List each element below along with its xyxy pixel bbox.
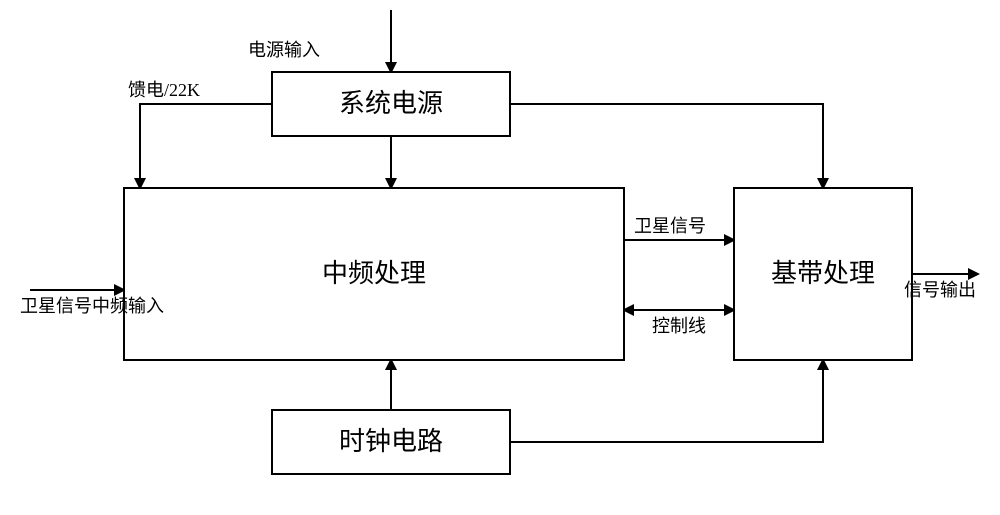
baseband-label: 基带处理 (771, 259, 875, 288)
ifproc-to-baseband-signal-label: 卫星信号 (634, 216, 706, 236)
power-to-feed-arrow (140, 104, 272, 188)
sat-if-input-label: 卫星信号中频输入 (20, 296, 164, 316)
power-to-feed-label: 馈电/22K (128, 80, 200, 100)
block-diagram: 系统电源中频处理 基带处理时钟电路 电源输入馈电/22K 卫星信号中频输入 卫星信号控… (0, 0, 1000, 515)
clock-label: 时钟电路 (339, 427, 443, 456)
power-to-baseband-arrow (510, 104, 823, 188)
clock-to-baseband-arrow (510, 360, 823, 442)
signal-output-label: 信号输出 (904, 280, 976, 300)
power-input-label: 电源输入 (248, 40, 320, 60)
control-line-label: 控制线 (652, 316, 706, 336)
power-label: 系统电源 (339, 89, 443, 118)
if_proc-label: 中频处理 (322, 259, 426, 288)
